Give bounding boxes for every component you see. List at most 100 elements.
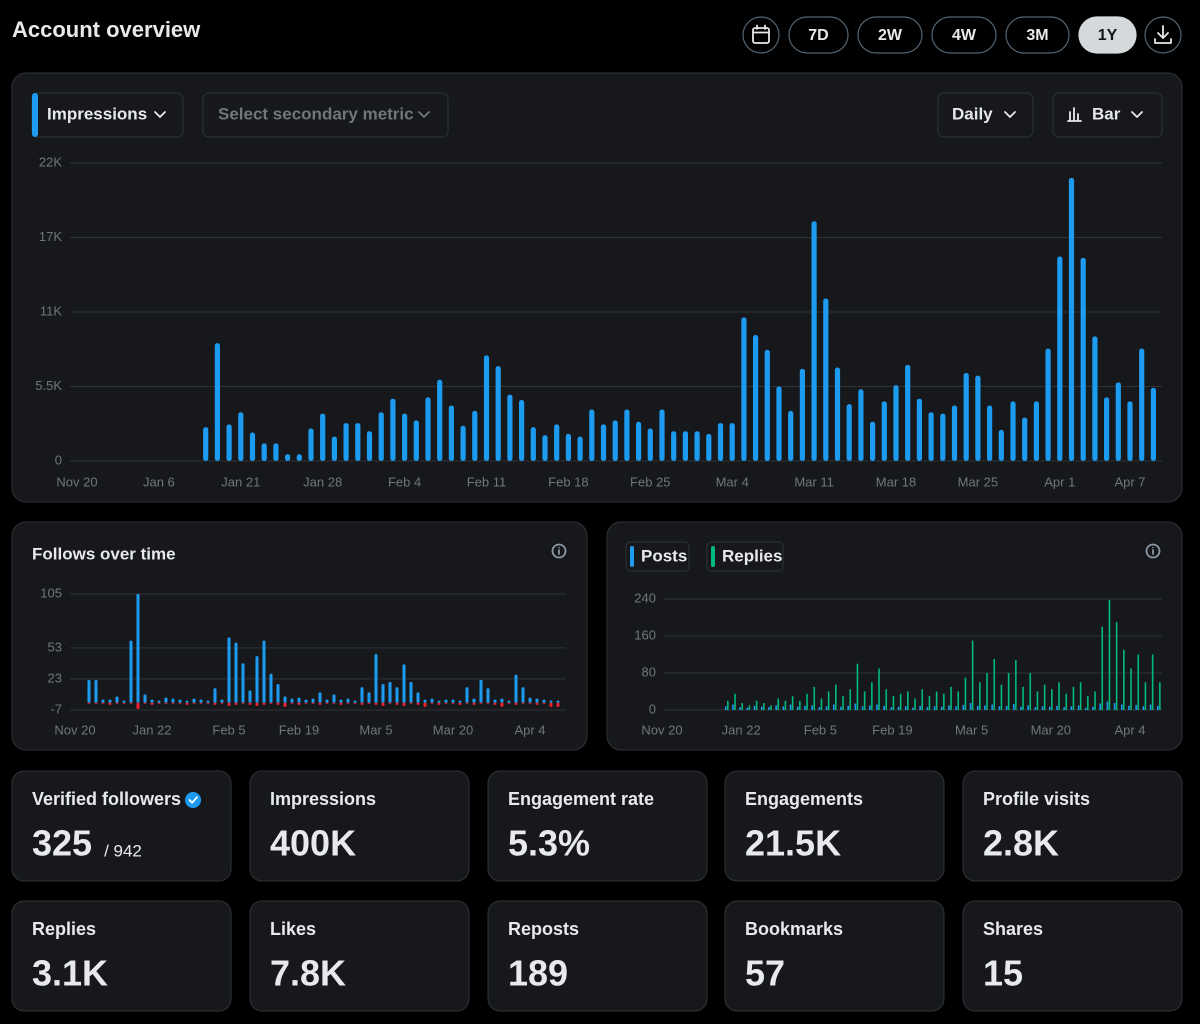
bar (535, 702, 539, 705)
range-button[interactable]: 3M (1005, 16, 1070, 54)
bar (381, 684, 385, 703)
bar (835, 684, 837, 710)
bar (962, 704, 965, 710)
bar (940, 413, 946, 461)
bar (451, 699, 455, 703)
chart-style-dropdown[interactable]: Bar (1052, 92, 1163, 138)
x-tick-label: Apr 4 (1114, 722, 1145, 737)
bar (493, 699, 497, 703)
y-tick-label: 0 (55, 452, 62, 467)
bar (1128, 705, 1130, 710)
bar (355, 423, 361, 461)
bar (542, 702, 546, 704)
bar (493, 702, 497, 705)
bar (214, 343, 220, 461)
primary-metric-dropdown[interactable]: Impressions (31, 92, 184, 138)
bar (1151, 654, 1154, 710)
bar (682, 431, 688, 461)
bar (437, 379, 443, 461)
bar (979, 682, 981, 710)
bar (727, 700, 729, 710)
bar (507, 394, 513, 461)
bar (199, 699, 203, 703)
bar (290, 702, 294, 704)
bar (297, 697, 301, 703)
bar (416, 702, 420, 705)
verified-check (188, 796, 198, 804)
bar (1092, 706, 1094, 710)
x-tick-label: Nov 20 (54, 722, 95, 737)
bar (905, 364, 911, 461)
bar (753, 705, 756, 710)
legend-posts[interactable]: Posts (625, 541, 690, 572)
bar (308, 428, 314, 461)
info-icon[interactable] (1145, 543, 1161, 559)
bar (904, 706, 907, 710)
bar (1043, 684, 1046, 710)
bar (320, 413, 326, 461)
bar (724, 706, 727, 710)
bar (304, 702, 308, 704)
bar (916, 398, 922, 461)
bar (998, 706, 1001, 710)
bar (1070, 706, 1073, 710)
bar (899, 693, 902, 710)
bar (248, 702, 252, 705)
legend-label: Replies (722, 546, 782, 565)
range-button[interactable]: 4W (931, 16, 997, 54)
bar (495, 366, 501, 461)
bar (589, 409, 595, 461)
bar (732, 704, 734, 710)
x-tick-label: Feb 4 (388, 474, 421, 489)
bar (171, 702, 175, 704)
bar (1113, 703, 1116, 710)
legend-replies[interactable]: Replies (706, 541, 784, 572)
bar (129, 702, 133, 704)
info-icon[interactable] (551, 543, 567, 559)
download-button[interactable] (1144, 16, 1182, 54)
x-tick-label: Mar 5 (955, 722, 988, 737)
y-tick-label: 11K (40, 303, 62, 318)
bar (729, 423, 735, 461)
bar (1012, 703, 1015, 710)
bar (914, 698, 916, 710)
range-pill (857, 16, 923, 54)
bar (325, 702, 329, 704)
bar (892, 696, 895, 710)
bar (500, 698, 504, 703)
bar (1094, 691, 1096, 710)
range-button[interactable]: 7D (788, 16, 849, 54)
follows-title: Follows over time (32, 544, 176, 563)
range-button[interactable]: 1Y (1078, 16, 1137, 54)
stat-value: 400K (270, 823, 356, 864)
range-button[interactable]: 2W (857, 16, 923, 54)
bar (739, 707, 741, 710)
secondary-metric-dropdown[interactable]: Select secondary metric (202, 92, 449, 138)
x-tick-label: Jan 21 (221, 474, 260, 489)
calendar-button[interactable] (742, 16, 780, 54)
bar (788, 410, 794, 461)
bar (764, 349, 770, 461)
interval-dropdown[interactable]: Daily (937, 92, 1034, 138)
bar (1010, 401, 1016, 461)
bar (554, 424, 560, 461)
bar (192, 702, 196, 704)
bar (472, 698, 476, 703)
stat-value: 2.8K (983, 823, 1059, 864)
stat-total: / 942 (104, 841, 142, 860)
stat-label: Profile visits (983, 789, 1090, 809)
bar (811, 705, 813, 710)
bar (935, 691, 938, 710)
bar (1104, 397, 1110, 461)
bar (796, 706, 799, 710)
bar (285, 454, 291, 461)
x-tick-label: Mar 20 (1031, 722, 1071, 737)
bar (858, 389, 864, 461)
x-tick-label: Feb 11 (467, 474, 507, 489)
bar (94, 679, 98, 703)
bar (746, 707, 749, 710)
stat-card (487, 900, 708, 1012)
bar (276, 684, 280, 703)
x-tick-label: Feb 18 (548, 474, 588, 489)
bar (238, 412, 244, 461)
